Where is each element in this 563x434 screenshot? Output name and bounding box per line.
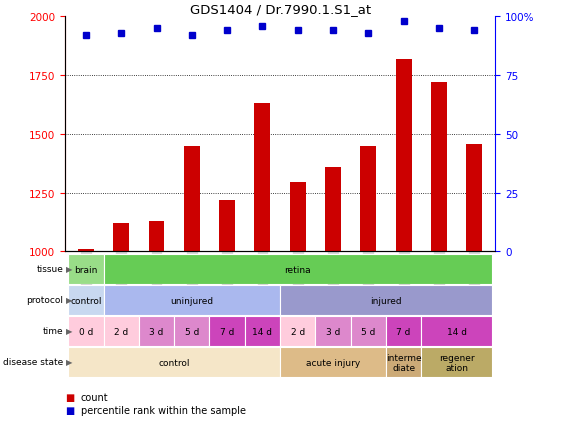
Text: 2 d: 2 d xyxy=(291,327,305,336)
Text: 14 d: 14 d xyxy=(252,327,272,336)
Bar xyxy=(149,221,164,252)
Text: ▶: ▶ xyxy=(66,296,73,305)
Bar xyxy=(421,317,492,347)
Bar xyxy=(290,183,306,252)
Bar xyxy=(78,250,94,252)
Text: 14 d: 14 d xyxy=(446,327,467,336)
Text: ■: ■ xyxy=(65,405,74,415)
Text: uninjured: uninjured xyxy=(170,296,213,305)
Text: regener
ation: regener ation xyxy=(439,353,475,372)
Text: 3 d: 3 d xyxy=(326,327,340,336)
Text: retina: retina xyxy=(284,265,311,274)
Text: 3 d: 3 d xyxy=(149,327,164,336)
Text: injured: injured xyxy=(370,296,402,305)
Bar xyxy=(139,317,174,347)
Text: tissue: tissue xyxy=(37,265,64,274)
Text: protocol: protocol xyxy=(26,296,64,305)
Text: ▶: ▶ xyxy=(66,358,73,367)
Text: count: count xyxy=(81,392,108,402)
Text: 7 d: 7 d xyxy=(220,327,234,336)
Bar xyxy=(386,317,421,347)
Text: 0 d: 0 d xyxy=(79,327,93,336)
Bar xyxy=(280,286,492,316)
Bar xyxy=(174,317,209,347)
Bar xyxy=(325,168,341,252)
Bar xyxy=(68,255,104,285)
Text: ▶: ▶ xyxy=(66,327,73,335)
Bar xyxy=(68,286,104,316)
Bar xyxy=(68,348,280,378)
Bar xyxy=(386,348,421,378)
Bar xyxy=(315,317,351,347)
Bar xyxy=(104,286,280,316)
Text: 5 d: 5 d xyxy=(185,327,199,336)
Bar xyxy=(254,104,270,252)
Text: control: control xyxy=(70,296,102,305)
Text: disease state: disease state xyxy=(3,358,64,367)
Bar xyxy=(396,59,412,252)
Text: interme
diate: interme diate xyxy=(386,353,422,372)
Text: brain: brain xyxy=(74,265,97,274)
Bar xyxy=(113,224,129,252)
Text: percentile rank within the sample: percentile rank within the sample xyxy=(81,405,245,415)
Text: 7 d: 7 d xyxy=(396,327,411,336)
Bar xyxy=(280,348,386,378)
Bar xyxy=(68,317,104,347)
Text: ■: ■ xyxy=(65,392,74,402)
Text: control: control xyxy=(158,358,190,367)
Bar xyxy=(245,317,280,347)
Bar xyxy=(209,317,245,347)
Bar xyxy=(219,200,235,252)
Bar xyxy=(360,146,376,252)
Text: time: time xyxy=(43,327,64,335)
Bar xyxy=(431,83,447,252)
Bar xyxy=(351,317,386,347)
Bar xyxy=(184,146,200,252)
Bar xyxy=(104,317,139,347)
Bar xyxy=(280,317,315,347)
Bar xyxy=(421,348,492,378)
Text: 5 d: 5 d xyxy=(361,327,376,336)
Bar xyxy=(466,145,482,252)
Text: acute injury: acute injury xyxy=(306,358,360,367)
Text: ▶: ▶ xyxy=(66,265,73,274)
Text: 2 d: 2 d xyxy=(114,327,128,336)
Title: GDS1404 / Dr.7990.1.S1_at: GDS1404 / Dr.7990.1.S1_at xyxy=(190,3,370,16)
